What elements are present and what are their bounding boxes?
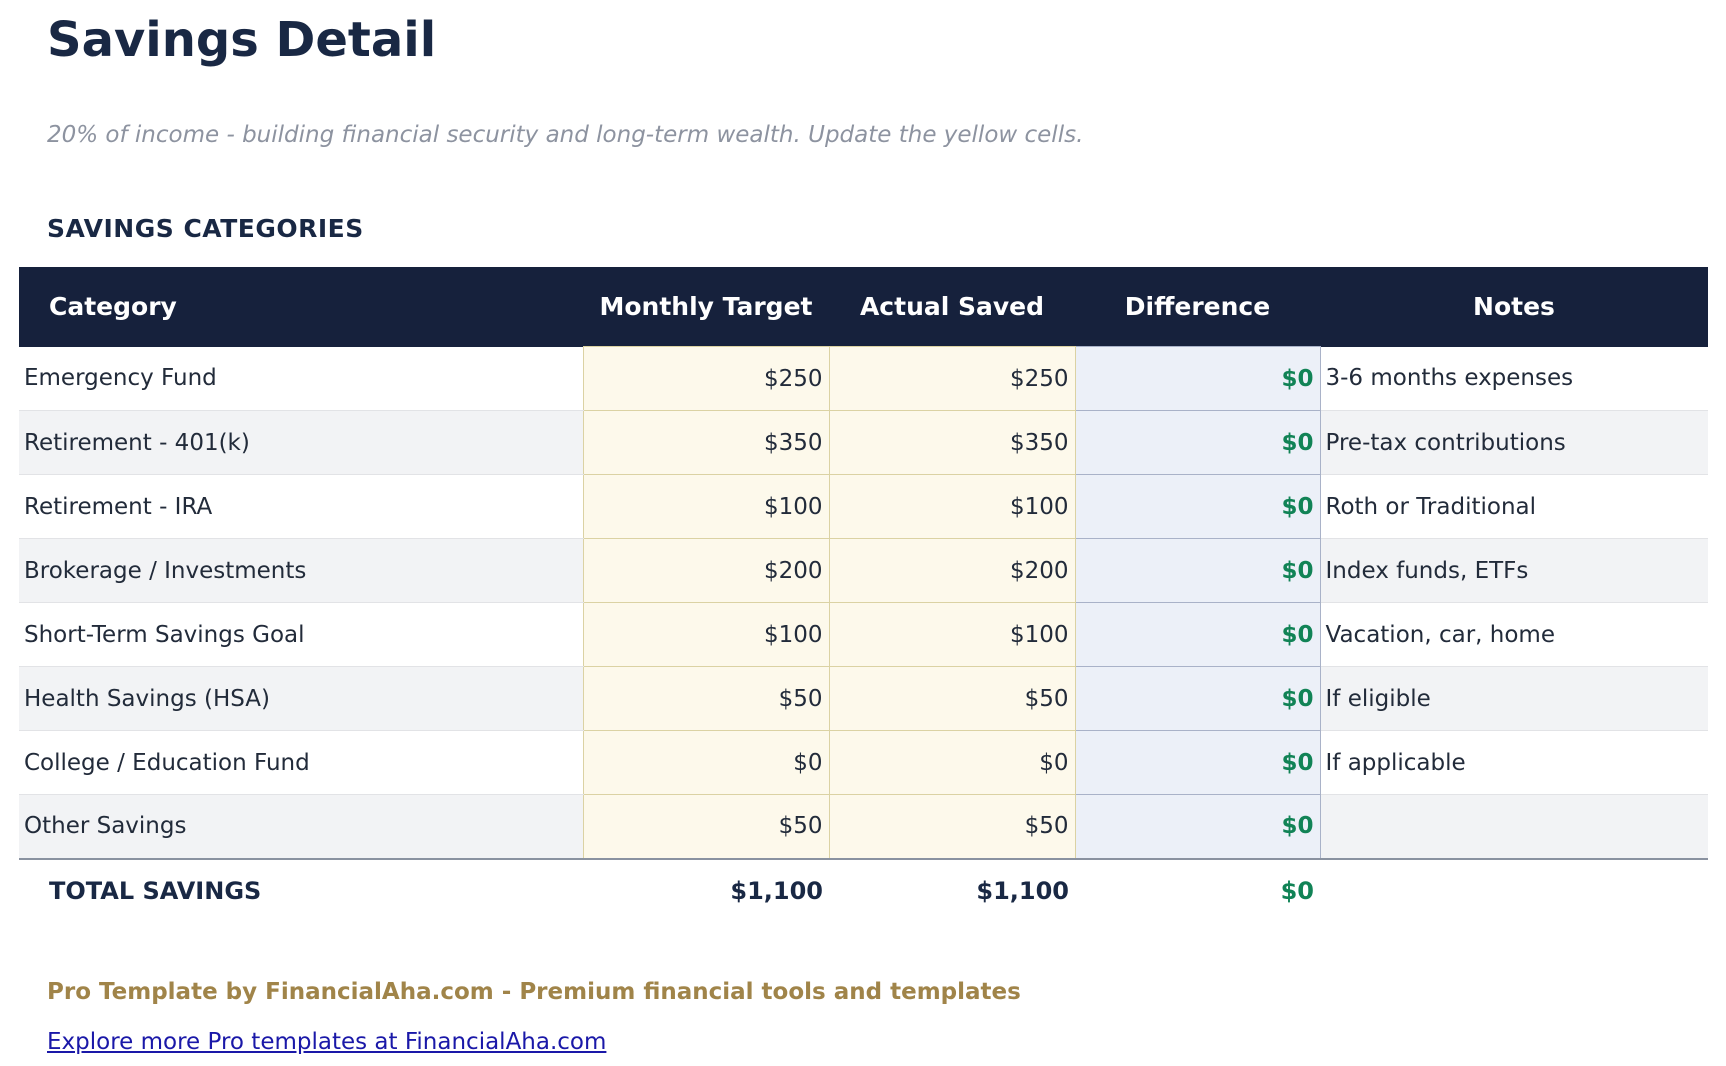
difference-cell: $0 [1074, 730, 1321, 796]
monthly-target-cell[interactable]: $0 [582, 730, 830, 796]
monthly-target-cell[interactable]: $250 [582, 346, 830, 412]
monthly-target-cell[interactable]: $50 [582, 794, 830, 860]
notes-cell: If applicable [1320, 730, 1708, 796]
table-row: Retirement - 401(k) $350 $350 $0 Pre-tax con… [19, 410, 1708, 476]
category-cell: Health Savings (HSA) [19, 666, 583, 732]
actual-saved-cell[interactable]: $100 [828, 602, 1076, 668]
total-notes [1320, 857, 1708, 923]
actual-saved-cell[interactable]: $50 [828, 794, 1076, 860]
category-cell: Retirement - IRA [19, 474, 583, 540]
table-row: Other Savings $50 $50 $0 [19, 794, 1708, 860]
savings-table-body: Emergency Fund $250 $250 $0 3-6 months expen… [19, 346, 1708, 860]
category-cell: Brokerage / Investments [19, 538, 583, 604]
monthly-target-cell[interactable]: $350 [582, 410, 830, 476]
total-row: TOTAL SAVINGS $1,100 $1,100 $0 [19, 857, 1708, 923]
difference-cell: $0 [1074, 538, 1321, 604]
actual-saved-cell[interactable]: $100 [828, 474, 1076, 540]
actual-saved-cell[interactable]: $200 [828, 538, 1076, 604]
table-row: Retirement - IRA $100 $100 $0 Roth or Tradit… [19, 474, 1708, 540]
branding-text: Pro Template by FinancialAha.com - Premi… [47, 978, 1021, 1005]
col-header-category: Category [19, 266, 583, 347]
notes-cell: Pre-tax contributions [1320, 410, 1708, 476]
actual-saved-cell[interactable]: $50 [828, 666, 1076, 732]
notes-cell [1320, 794, 1708, 860]
actual-saved-cell[interactable]: $0 [828, 730, 1076, 796]
notes-cell: Vacation, car, home [1320, 602, 1708, 668]
difference-cell: $0 [1074, 794, 1321, 860]
category-cell: Short-Term Savings Goal [19, 602, 583, 668]
page-title: Savings Detail [47, 12, 437, 68]
notes-cell: 3-6 months expenses [1320, 346, 1708, 412]
difference-cell: $0 [1074, 346, 1321, 412]
difference-cell: $0 [1074, 602, 1321, 668]
monthly-target-cell[interactable]: $100 [582, 602, 830, 668]
category-cell: College / Education Fund [19, 730, 583, 796]
savings-categories-table: Category Monthly Target Actual Saved Dif… [19, 266, 1708, 923]
total-actual-saved: $1,100 [829, 857, 1075, 923]
savings-detail-page: Savings Detail 20% of income - building … [0, 12, 1726, 1066]
actual-saved-cell[interactable]: $350 [828, 410, 1076, 476]
monthly-target-cell[interactable]: $100 [582, 474, 830, 540]
notes-cell: Roth or Traditional [1320, 474, 1708, 540]
difference-cell: $0 [1074, 410, 1321, 476]
table-row: Emergency Fund $250 $250 $0 3-6 months expen… [19, 346, 1708, 412]
difference-cell: $0 [1074, 666, 1321, 732]
table-row: Short-Term Savings Goal $100 $100 $0 Vacatio… [19, 602, 1708, 668]
table-row: College / Education Fund $0 $0 $0 If applica… [19, 730, 1708, 796]
section-heading: SAVINGS CATEGORIES [47, 213, 364, 243]
monthly-target-cell[interactable]: $200 [582, 538, 830, 604]
table-header: Category Monthly Target Actual Saved Dif… [19, 266, 1708, 347]
col-header-difference: Difference [1075, 266, 1320, 347]
col-header-actual-saved: Actual Saved [829, 266, 1075, 347]
col-header-monthly-target: Monthly Target [583, 266, 829, 347]
difference-cell: $0 [1074, 474, 1321, 540]
table-row: Health Savings (HSA) $50 $50 $0 If eligible [19, 666, 1708, 732]
table-footer: TOTAL SAVINGS $1,100 $1,100 $0 [19, 857, 1708, 923]
footer-link[interactable]: Explore more Pro templates at FinancialA… [47, 1028, 607, 1055]
notes-cell: If eligible [1320, 666, 1708, 732]
total-monthly-target: $1,100 [583, 857, 829, 923]
category-cell: Retirement - 401(k) [19, 410, 583, 476]
monthly-target-cell[interactable]: $50 [582, 666, 830, 732]
category-cell: Emergency Fund [19, 346, 583, 412]
table-row: Brokerage / Investments $200 $200 $0 Index f… [19, 538, 1708, 604]
page-subtitle: 20% of income - building financial secur… [47, 121, 1084, 148]
total-difference: $0 [1075, 857, 1320, 923]
notes-cell: Index funds, ETFs [1320, 538, 1708, 604]
table-header-row: Category Monthly Target Actual Saved Dif… [19, 266, 1708, 347]
total-label: TOTAL SAVINGS [19, 857, 583, 923]
col-header-notes: Notes [1320, 266, 1708, 347]
actual-saved-cell[interactable]: $250 [828, 346, 1076, 412]
category-cell: Other Savings [19, 794, 583, 860]
